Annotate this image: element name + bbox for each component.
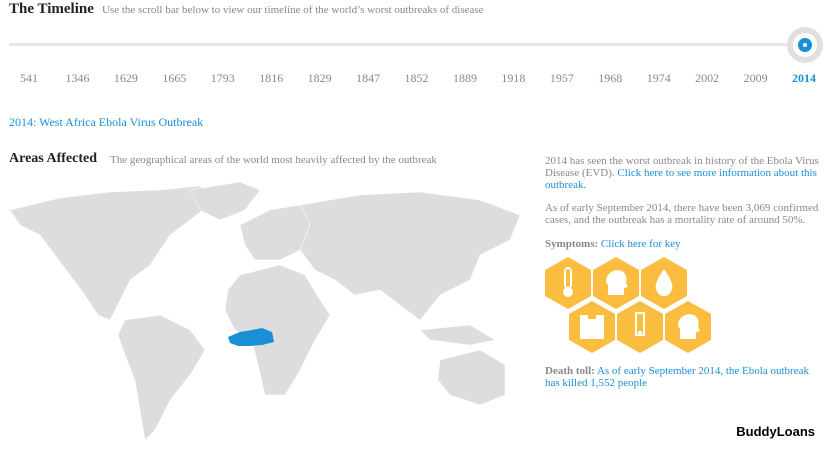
timeline-year[interactable]: 1889 — [452, 71, 477, 85]
timeline-year[interactable]: 1816 — [259, 71, 284, 85]
death-toll: Death toll: As of early September 2014, … — [545, 365, 809, 389]
timeline-scrollbar[interactable] — [9, 43, 819, 46]
symptoms-key-link[interactable]: Click here for key — [600, 238, 681, 250]
timeline-year[interactable]: 1665 — [162, 71, 187, 85]
thermometer-icon[interactable] — [545, 257, 591, 309]
battery-fatigue-icon[interactable] — [617, 301, 663, 353]
map-asia — [299, 191, 521, 321]
map-australia — [437, 349, 506, 406]
timeline-year[interactable]: 1847 — [356, 71, 381, 85]
timeline-year[interactable]: 2002 — [695, 71, 720, 85]
timeline-year[interactable]: 541 — [20, 71, 38, 85]
map-africa — [224, 264, 331, 396]
timeline-year[interactable]: 1957 — [549, 71, 574, 85]
sore-throat-icon[interactable] — [665, 301, 711, 353]
symptoms-hexagons — [545, 257, 711, 353]
timeline-year[interactable]: 2014 — [792, 71, 816, 85]
timeline-year[interactable]: 1918 — [501, 71, 526, 85]
areas-title: Areas Affected — [9, 151, 97, 166]
headache-icon[interactable] — [593, 257, 639, 309]
timeline-year[interactable]: 1829 — [307, 71, 332, 85]
timeline-year[interactable]: 2009 — [743, 71, 768, 85]
drop-icon[interactable] — [641, 257, 687, 309]
info-paragraph-1: 2014 has seen the worst outbreak in hist… — [545, 155, 819, 191]
map-west-africa-affected — [228, 328, 274, 346]
timeline-years: 541 1346 1629 1665 1793 1816 1829 1847 1852 1889 1… — [9, 71, 824, 86]
areas-subtitle: The geographical areas of the world most… — [110, 154, 437, 166]
map-north-america — [9, 185, 216, 321]
timeline-year[interactable]: 1974 — [646, 71, 671, 85]
info-paragraph-2: As of early September 2014, there have b… — [545, 202, 819, 226]
timeline-title: The Timeline — [9, 1, 94, 17]
timeline-handle[interactable] — [787, 27, 823, 63]
timeline-year[interactable]: 1346 — [65, 71, 90, 85]
map-indonesia — [419, 324, 496, 346]
map-europe — [239, 204, 311, 261]
timeline-year[interactable]: 1852 — [404, 71, 429, 85]
map-greenland — [189, 181, 261, 221]
timeline-year[interactable]: 1793 — [210, 71, 235, 85]
timeline-year[interactable]: 1629 — [113, 71, 138, 85]
map-south-america — [117, 314, 206, 441]
brand-logo: BuddyLoans — [736, 424, 815, 439]
timeline-subtitle: Use the scroll bar below to view our tim… — [102, 4, 484, 16]
outbreak-title-link[interactable]: 2014: West Africa Ebola Virus Outbreak — [9, 115, 204, 129]
weight-scale-icon[interactable] — [569, 301, 615, 353]
world-map — [9, 181, 521, 441]
symptoms-line: Symptoms: Click here for key — [545, 238, 681, 250]
timeline-year[interactable]: 1968 — [598, 71, 623, 85]
more-info-link[interactable]: Click here to see more information about… — [545, 167, 817, 191]
